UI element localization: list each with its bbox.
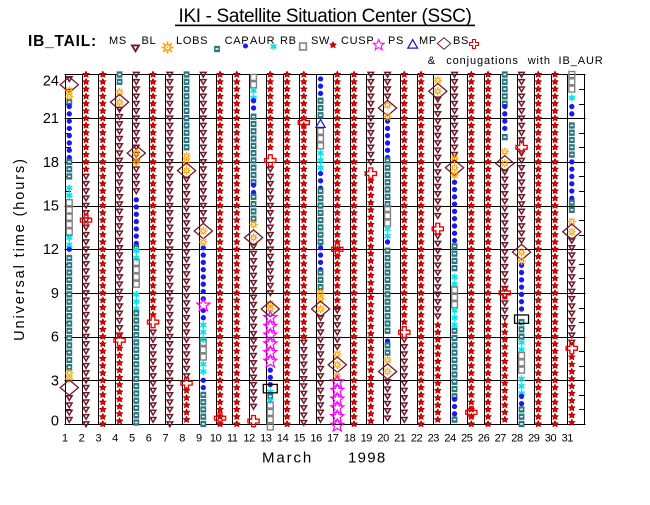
svg-text:29: 29	[528, 433, 540, 445]
svg-text:4: 4	[112, 433, 118, 445]
svg-text:2: 2	[79, 433, 85, 445]
svg-text:0: 0	[51, 414, 59, 430]
svg-text:5: 5	[129, 433, 135, 445]
svg-text:17: 17	[327, 433, 339, 445]
svg-text:&: &	[428, 55, 436, 67]
svg-text:PS: PS	[388, 35, 404, 47]
svg-text:IB_AUR: IB_AUR	[559, 55, 604, 67]
svg-text:22: 22	[411, 433, 423, 445]
svg-text:LOBS: LOBS	[176, 35, 208, 47]
svg-text:15: 15	[43, 199, 59, 215]
svg-text:6: 6	[51, 330, 59, 346]
svg-text:21: 21	[43, 111, 59, 127]
svg-text:SW: SW	[311, 35, 330, 47]
svg-text:1: 1	[62, 433, 68, 445]
svg-text:MP: MP	[419, 35, 437, 47]
svg-text:March: March	[262, 450, 313, 467]
svg-text:11: 11	[227, 433, 238, 445]
svg-text:3: 3	[51, 373, 59, 389]
svg-text:3: 3	[95, 433, 101, 445]
svg-text:15: 15	[294, 433, 306, 445]
svg-text:9: 9	[196, 433, 202, 445]
svg-text:16: 16	[310, 433, 322, 445]
svg-text:conjugations: conjugations	[446, 55, 519, 67]
svg-text:CUSP: CUSP	[341, 35, 374, 47]
svg-text:13: 13	[260, 433, 272, 445]
svg-text:14: 14	[277, 433, 289, 445]
svg-text:6: 6	[146, 433, 152, 445]
svg-text:AUR: AUR	[250, 35, 275, 47]
svg-text:with: with	[527, 55, 551, 67]
svg-text:24: 24	[444, 433, 456, 445]
svg-text:31: 31	[562, 433, 574, 445]
svg-text:26: 26	[478, 433, 490, 445]
svg-text:IB_TAIL:: IB_TAIL:	[28, 33, 97, 50]
svg-text:10: 10	[210, 433, 222, 445]
svg-text:30: 30	[545, 433, 557, 445]
svg-text:18: 18	[43, 155, 59, 171]
svg-text:Universal time (hours): Universal time (hours)	[12, 157, 28, 341]
svg-text:25: 25	[461, 433, 473, 445]
svg-text:RB: RB	[280, 35, 297, 47]
svg-text:20: 20	[377, 433, 389, 445]
svg-text:BL: BL	[142, 35, 157, 47]
svg-text:9: 9	[51, 286, 59, 302]
svg-text:18: 18	[344, 433, 356, 445]
svg-text:8: 8	[179, 433, 185, 445]
svg-text:7: 7	[162, 433, 168, 445]
svg-text:28: 28	[511, 433, 523, 445]
svg-text:27: 27	[495, 433, 507, 445]
svg-text:21: 21	[394, 433, 406, 445]
svg-text:24: 24	[43, 74, 59, 90]
svg-text:BS: BS	[453, 35, 469, 47]
svg-text:CAP: CAP	[225, 35, 250, 47]
svg-text:MS: MS	[109, 35, 127, 47]
svg-text:12: 12	[43, 242, 59, 258]
svg-text:IKI - Satellite Situation Cent: IKI - Satellite Situation Center (SSC)	[179, 6, 472, 27]
svg-text:19: 19	[361, 433, 373, 445]
svg-text:23: 23	[428, 433, 440, 445]
svg-text:1998: 1998	[348, 450, 387, 467]
svg-text:12: 12	[243, 433, 255, 445]
